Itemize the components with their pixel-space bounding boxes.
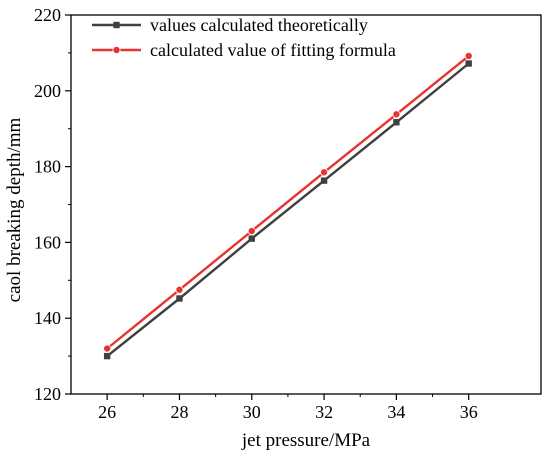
series-line-1 bbox=[106, 62, 470, 358]
x-tick-label: 30 bbox=[243, 402, 261, 422]
series-2-point bbox=[103, 344, 112, 353]
plot-frame bbox=[70, 14, 542, 395]
x-tick-label: 36 bbox=[460, 402, 478, 422]
y-tick-label: 180 bbox=[34, 157, 61, 177]
legend-marker-1 bbox=[113, 21, 120, 29]
x-tick-label: 28 bbox=[170, 402, 188, 422]
series-1-point bbox=[320, 177, 328, 184]
y-tick-label: 220 bbox=[34, 5, 61, 25]
series-2-point bbox=[175, 285, 184, 294]
series-layer bbox=[103, 51, 473, 360]
y-axis-title: caol breaking depth/mm bbox=[4, 117, 25, 302]
y-tick-label: 200 bbox=[34, 81, 61, 101]
series-1-point bbox=[176, 295, 183, 302]
x-tick-label: 32 bbox=[315, 402, 333, 422]
y-tick-label: 140 bbox=[34, 308, 61, 328]
x-tick-label: 26 bbox=[98, 402, 116, 422]
x-tick-label: 34 bbox=[387, 402, 405, 422]
legend-label-2: calculated value of fitting formula bbox=[150, 40, 396, 60]
y-tick-label: 120 bbox=[34, 384, 61, 404]
legend-layer: values calculated theoretically calculate… bbox=[92, 15, 396, 60]
series-2-point bbox=[464, 51, 473, 60]
series-1-point bbox=[393, 119, 400, 126]
series-1-point bbox=[248, 235, 255, 242]
x-axis-title: jet pressure/MPa bbox=[241, 430, 371, 451]
legend-label-1: values calculated theoretically bbox=[150, 15, 368, 35]
series-line-2 bbox=[106, 54, 470, 350]
y-tick-label: 160 bbox=[34, 232, 61, 252]
series-2-point bbox=[392, 110, 401, 119]
series-1-point bbox=[465, 60, 472, 67]
series-2-point bbox=[247, 227, 256, 236]
axes-layer: 26 28 30 32 34 36 120 140 160 180 200 220 bbox=[34, 5, 542, 422]
series-2-point bbox=[320, 168, 329, 177]
series-1-point bbox=[103, 352, 111, 360]
legend-marker-2 bbox=[112, 46, 121, 55]
